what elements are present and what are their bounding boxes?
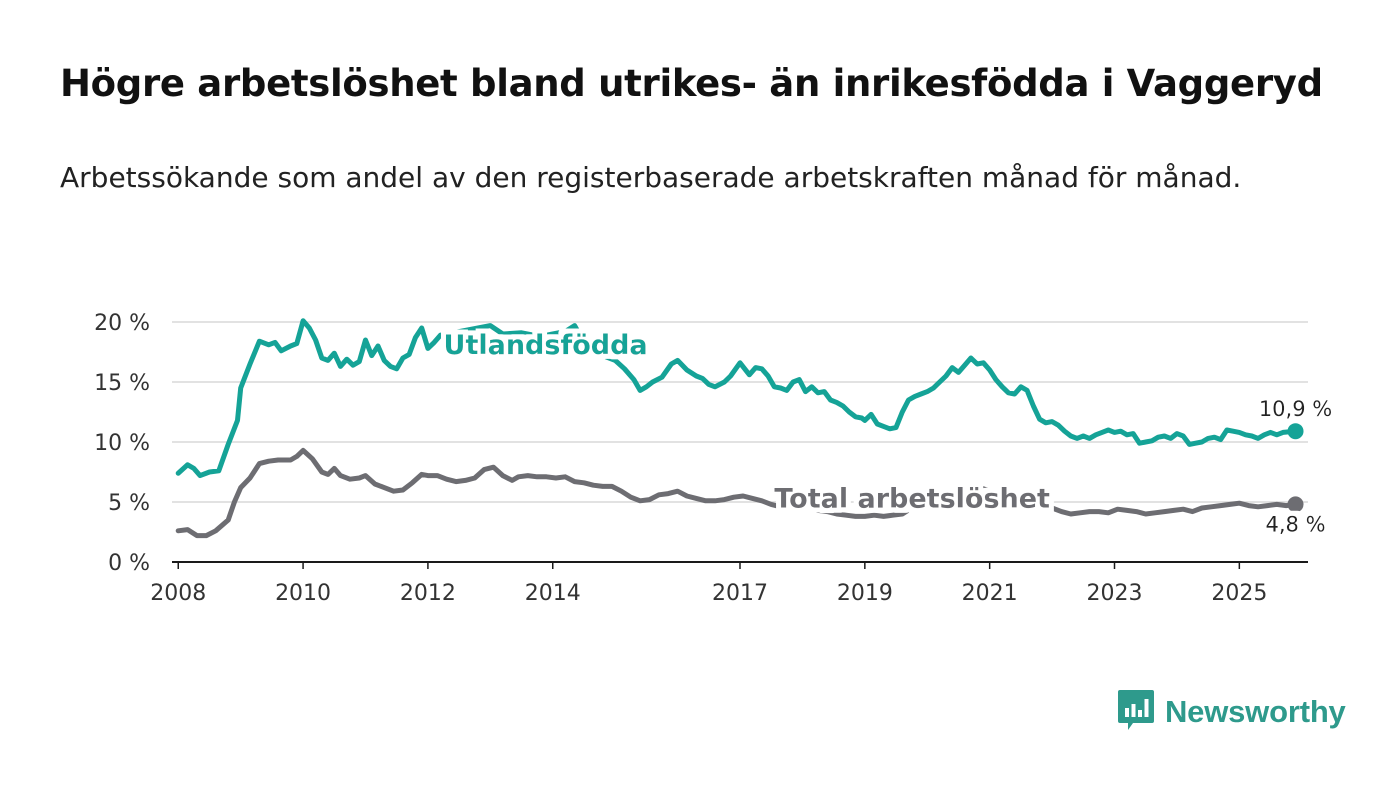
y-tick-label: 15 % [94,371,150,396]
y-tick-label: 5 % [108,491,150,516]
series-line-total-arbetsl-shet [175,447,1298,539]
series-endpoint-utlandsf-dda [1287,423,1304,440]
series-layer [175,318,1304,539]
series-label: Total arbetslöshet [774,483,1050,514]
y-tick-label: 20 % [94,311,150,336]
x-tick-label: 2021 [962,581,1018,606]
x-tick-label: 2023 [1087,581,1143,606]
x-tick-label: 2017 [712,581,768,606]
newsworthy-logo-icon [1117,688,1155,736]
x-tick-label: 2014 [525,581,581,606]
series-line-utlandsf-dda [175,318,1298,479]
end-value-label: 4,8 % [1266,512,1326,536]
chart-title: Högre arbetslöshet bland utrikes- än inr… [60,62,1323,105]
brand[interactable]: Newsworthy [1117,690,1346,734]
x-tick-label: 2025 [1211,581,1267,606]
axis-layer: 0 % 5 % 10 % 15 % 20 % 2008 2010 2012 2014 2017 20… [94,311,1308,606]
chart-subtitle: Arbetssökande som andel av den registerb… [60,161,1242,194]
x-tick-label: 2012 [400,581,456,606]
grid-layer [172,321,1308,503]
label-layer: 10,9 % 4,8 % Utlandsfödda Total arbetslöshe… [444,330,1333,537]
y-tick-label: 10 % [94,431,150,456]
x-tick-label: 2008 [150,581,206,606]
y-tick-label: 0 % [108,551,150,576]
end-value-label: 10,9 % [1259,397,1332,421]
brand-name: Newsworthy [1165,694,1346,729]
series-label: Utlandsfödda [444,330,648,361]
x-tick-label: 2019 [837,581,893,606]
series-endpoint-total-arbetsl-shet [1287,496,1304,513]
x-tick-label: 2010 [275,581,331,606]
